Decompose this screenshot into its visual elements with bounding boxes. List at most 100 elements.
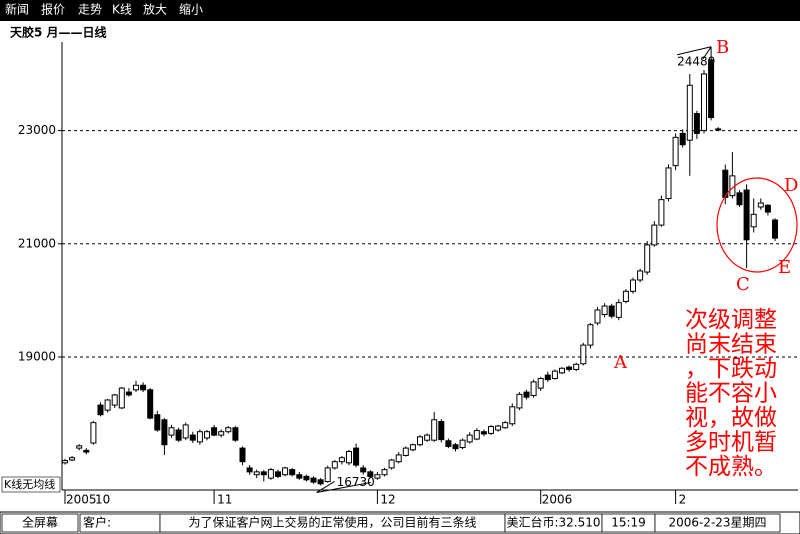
- candle-body: [502, 422, 509, 429]
- candle-body: [90, 422, 97, 444]
- candle-body: [658, 199, 665, 226]
- status-cell: [654, 513, 781, 533]
- note-line: ，下跌动: [685, 356, 777, 382]
- candle-body: [324, 467, 331, 483]
- candle-body: [438, 421, 445, 441]
- candle-body: [111, 394, 118, 406]
- candle-body: [701, 73, 707, 132]
- candle-body: [239, 447, 246, 463]
- candle-body: [523, 391, 530, 398]
- candle-body: [118, 387, 125, 409]
- candle-body: [182, 424, 189, 439]
- candle-body: [218, 431, 225, 436]
- candle-body: [409, 444, 416, 451]
- candle-body: [480, 431, 487, 435]
- candle-body: [544, 374, 551, 381]
- status-text: 美汇台币:32.510: [506, 515, 600, 530]
- status-cells: 全屏幕 客户: 为了保证客户网上交易的正常使用，公司目前有三条线 美汇台币:32.51…: [1, 513, 781, 533]
- candle-body: [772, 219, 778, 239]
- candle-body: [275, 471, 281, 477]
- x-tick-label: 11: [217, 493, 232, 507]
- candle-body: [388, 459, 395, 469]
- note-line: 次级调整: [685, 307, 777, 333]
- min-pointer: [316, 481, 335, 493]
- candle-body: [686, 84, 693, 141]
- candle-body: [204, 431, 210, 439]
- min-label: 16730: [337, 475, 375, 489]
- status-text[interactable]: 全屏幕: [22, 515, 58, 530]
- candle-body: [445, 440, 452, 447]
- candle-body: [601, 305, 608, 316]
- candle-body: [317, 479, 324, 485]
- x-tick-label: 12: [380, 493, 395, 507]
- candle-body: [97, 404, 104, 416]
- candle-body: [488, 426, 494, 434]
- candle-body: [708, 59, 715, 119]
- candle-body: [736, 192, 743, 206]
- candle-body: [196, 431, 203, 443]
- candle-body: [374, 474, 381, 479]
- candle-body: [246, 467, 253, 473]
- note-line: 不成熟。: [685, 454, 777, 480]
- highlight-circle: [716, 177, 798, 273]
- candle-body: [559, 367, 565, 374]
- candle-body: [267, 469, 274, 479]
- candle-body: [253, 471, 260, 476]
- candle-body: [260, 471, 267, 476]
- menu-item[interactable]: 缩小: [179, 2, 203, 17]
- candle-body: [303, 475, 310, 481]
- candle-body: [693, 113, 700, 134]
- point-label: C: [736, 274, 750, 295]
- year-label: 2006: [542, 493, 573, 507]
- note-line: 能不容小: [685, 381, 777, 407]
- candle-body: [530, 381, 537, 396]
- candle-body: [225, 427, 232, 433]
- candle-body: [516, 393, 523, 409]
- candle-body: [509, 406, 516, 425]
- candle-body: [566, 366, 573, 370]
- menu-bar: [0, 0, 800, 21]
- min-pointer: [316, 481, 371, 493]
- y-tick-label: 19000: [18, 349, 56, 363]
- candle-body: [360, 467, 367, 473]
- candle-body: [168, 427, 175, 436]
- candle-body: [310, 477, 317, 483]
- candle-body: [189, 434, 196, 441]
- candle-body: [594, 309, 601, 324]
- candle-body: [402, 447, 409, 456]
- candle-body: [580, 344, 587, 365]
- candle-body: [466, 434, 473, 443]
- candle-body: [232, 427, 239, 441]
- max-pointer: [676, 46, 712, 56]
- candle-body: [282, 467, 289, 476]
- candle-body: [452, 444, 459, 450]
- menu-item[interactable]: 放大: [143, 2, 167, 17]
- menu-item[interactable]: 报价: [41, 2, 65, 17]
- status-cell: [1, 513, 79, 533]
- candle-body: [424, 434, 431, 441]
- x-tick-label: 2: [679, 493, 687, 507]
- candle-body: [175, 429, 182, 441]
- candle-body: [381, 469, 388, 476]
- note-line: 视，故做: [685, 405, 777, 431]
- menu-item[interactable]: 走势: [78, 3, 102, 17]
- note-line: 多时机暂: [685, 430, 777, 456]
- menu-item[interactable]: K线: [112, 3, 132, 17]
- candle-body: [395, 454, 402, 463]
- point-label: A: [613, 352, 628, 373]
- candle-body: [537, 377, 544, 389]
- status-text: 15:19: [611, 516, 646, 530]
- candle-body: [140, 384, 147, 391]
- candle-body: [495, 425, 502, 431]
- candle-body: [573, 363, 580, 370]
- candle-body: [353, 447, 360, 466]
- candle-body: [743, 189, 750, 241]
- indicator-box: [1, 476, 61, 493]
- candle-body: [651, 224, 658, 246]
- candle-body: [587, 324, 594, 346]
- note-line: 尚末结束: [685, 332, 777, 358]
- menu-item[interactable]: 新闻: [5, 2, 29, 17]
- candle-body: [473, 430, 480, 440]
